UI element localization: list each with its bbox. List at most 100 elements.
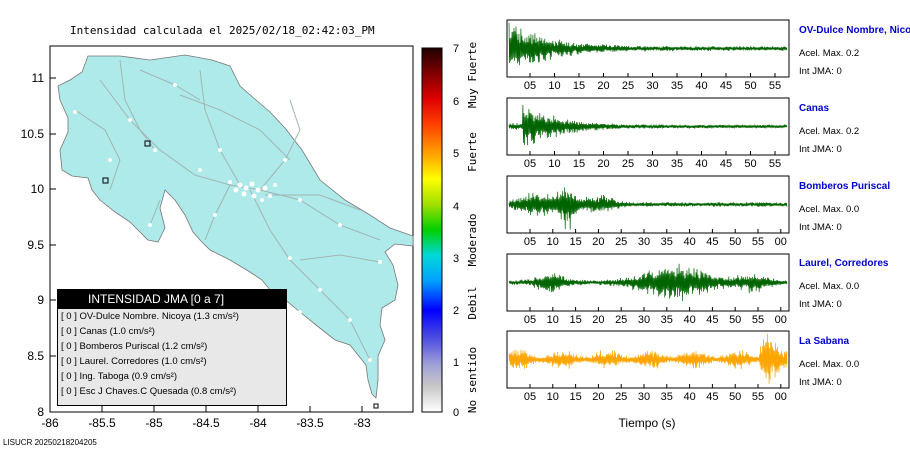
- time-tick-label: 55: [752, 391, 764, 403]
- map-ytick: 11: [32, 71, 45, 85]
- time-tick-label: 40: [683, 314, 695, 326]
- map-ytick: 8.5: [27, 349, 44, 363]
- map-xtick: -85.5: [88, 416, 116, 430]
- footer-stamp: LISUCR 20250218204205: [3, 438, 97, 447]
- colorbar-tick: 1: [453, 357, 459, 369]
- station-jma: Int JMA: 0: [799, 222, 842, 233]
- town-markers: [73, 83, 382, 362]
- map-xtick: -85: [145, 416, 163, 430]
- time-tick-label: 30: [638, 236, 650, 248]
- time-tick-label: 25: [615, 314, 627, 326]
- time-tick-label: 05: [524, 158, 536, 170]
- time-tick-label: 00: [775, 314, 787, 326]
- time-tick-label: 35: [671, 80, 683, 92]
- seismogram-panels: 05 10 15 20 25 30 35 40 45 50 55 05 10 15 20 25 30 35 40 45…: [506, 19, 790, 403]
- time-tick-label: 20: [597, 80, 609, 92]
- legend-item: [ 0 ] Bomberos Puriscal (1.2 cm/s²): [61, 341, 208, 352]
- colorbar-tick: 2: [453, 305, 459, 317]
- time-tick-label: 10: [547, 314, 559, 326]
- time-tick-label: 25: [615, 391, 627, 403]
- map-ytick: 9.5: [27, 238, 44, 252]
- time-tick-label: 50: [744, 80, 756, 92]
- time-tick-label: 25: [622, 80, 634, 92]
- time-tick-label: 35: [661, 314, 673, 326]
- time-tick-label: 20: [592, 236, 604, 248]
- map-ytick: 10.5: [21, 127, 45, 141]
- time-tick-label: 50: [729, 236, 741, 248]
- intensity-colorbar: [421, 47, 443, 413]
- seismogram-trace: [508, 333, 788, 385]
- time-tick-label: 10: [548, 80, 560, 92]
- time-tick-label: 55: [769, 80, 781, 92]
- station-acel: Acel. Max. 0.0: [799, 281, 860, 292]
- time-tick-label: 15: [569, 391, 581, 403]
- station-name: Canas: [799, 103, 830, 114]
- legend-item: [ 0 ] Esc J Chaves.C Quesada (0.8 cm/s²): [61, 386, 237, 397]
- station-acel: Acel. Max. 0.2: [799, 48, 860, 59]
- map-ytick: 10: [31, 182, 45, 196]
- station-marker-canas[interactable]: [144, 140, 151, 147]
- colorbar-tick: 3: [453, 253, 459, 265]
- time-tick-label: 45: [720, 80, 732, 92]
- seismogram-trace: [508, 263, 788, 302]
- time-tick-label: 45: [706, 314, 718, 326]
- time-tick-label: 10: [547, 391, 559, 403]
- station-acel: Acel. Max. 0.2: [799, 126, 860, 137]
- time-tick-label: 15: [573, 158, 585, 170]
- time-tick-label: 40: [695, 158, 707, 170]
- legend-title: INTENSIDAD JMA [0 a 7]: [58, 290, 286, 309]
- time-tick-label: 30: [638, 391, 650, 403]
- station-name: La Sabana: [799, 336, 850, 347]
- time-tick-label: 20: [592, 391, 604, 403]
- time-tick-label: 30: [638, 314, 650, 326]
- time-tick-label: 45: [720, 158, 732, 170]
- colorbar-tick: 0: [453, 407, 459, 419]
- station-jma: Int JMA: 0: [799, 299, 842, 310]
- time-tick-label: 50: [729, 391, 741, 403]
- station-jma: Int JMA: 0: [799, 377, 842, 388]
- time-tick-label: 15: [569, 314, 581, 326]
- station-marker-south[interactable]: [373, 403, 379, 409]
- colorbar-tick: 4: [453, 201, 459, 213]
- map-xtick: -84: [249, 416, 267, 430]
- time-tick-label: 05: [524, 314, 536, 326]
- time-tick-label: 45: [706, 391, 718, 403]
- time-tick-label: 10: [547, 236, 559, 248]
- time-tick-label: 25: [615, 236, 627, 248]
- time-tick-label: 15: [573, 80, 585, 92]
- station-name: Bomberos Puriscal: [799, 181, 891, 192]
- station-acel: Acel. Max. 0.0: [799, 359, 860, 370]
- time-tick-label: 40: [683, 236, 695, 248]
- station-jma: Int JMA: 0: [799, 66, 842, 77]
- time-tick-label: 40: [695, 80, 707, 92]
- seismogram-trace: [508, 104, 788, 146]
- map-xtick: -83: [353, 416, 371, 430]
- time-tick-label: 00: [775, 391, 787, 403]
- station-acel: Acel. Max. 0.0: [799, 204, 860, 215]
- time-axis-label: Tiempo (s): [619, 416, 676, 430]
- time-tick-label: 50: [744, 158, 756, 170]
- time-tick-label: 10: [548, 158, 560, 170]
- time-tick-label: 35: [671, 158, 683, 170]
- time-tick-label: 55: [752, 314, 764, 326]
- time-tick-label: 55: [752, 236, 764, 248]
- legend-item: [ 0 ] OV-Dulce Nombre. Nicoya (1.3 cm/s²…: [61, 311, 239, 322]
- station-marker-nicoya[interactable]: [102, 177, 109, 184]
- legend-item: [ 0 ] Canas (1.0 cm/s²): [61, 326, 155, 337]
- time-tick-label: 15: [569, 236, 581, 248]
- station-name: Laurel, Corredores: [799, 258, 889, 269]
- time-tick-label: 20: [592, 314, 604, 326]
- time-tick-label: 55: [769, 158, 781, 170]
- station-name: OV-Dulce Nombre, Nicoya: [799, 25, 910, 36]
- time-tick-label: 00: [775, 236, 787, 248]
- colorbar-tick: 6: [453, 96, 459, 108]
- time-tick-label: 05: [524, 236, 536, 248]
- time-tick-label: 45: [706, 236, 718, 248]
- time-tick-label: 25: [622, 158, 634, 170]
- colorbar-label: Moderado: [466, 214, 479, 267]
- legend-item: [ 0 ] Laurel. Corredores (1.0 cm/s²): [61, 356, 207, 367]
- seismogram-trace: [508, 22, 788, 66]
- colorbar-label: No sentido: [466, 347, 479, 413]
- map-title: Intensidad calculada el 2025/02/18_02:42…: [70, 24, 375, 37]
- map-xtick: -86: [41, 416, 59, 430]
